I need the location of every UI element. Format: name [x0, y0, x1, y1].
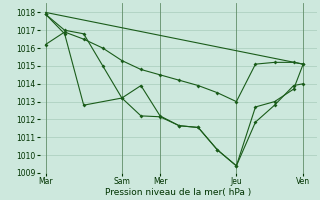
X-axis label: Pression niveau de la mer( hPa ): Pression niveau de la mer( hPa )	[105, 188, 251, 197]
